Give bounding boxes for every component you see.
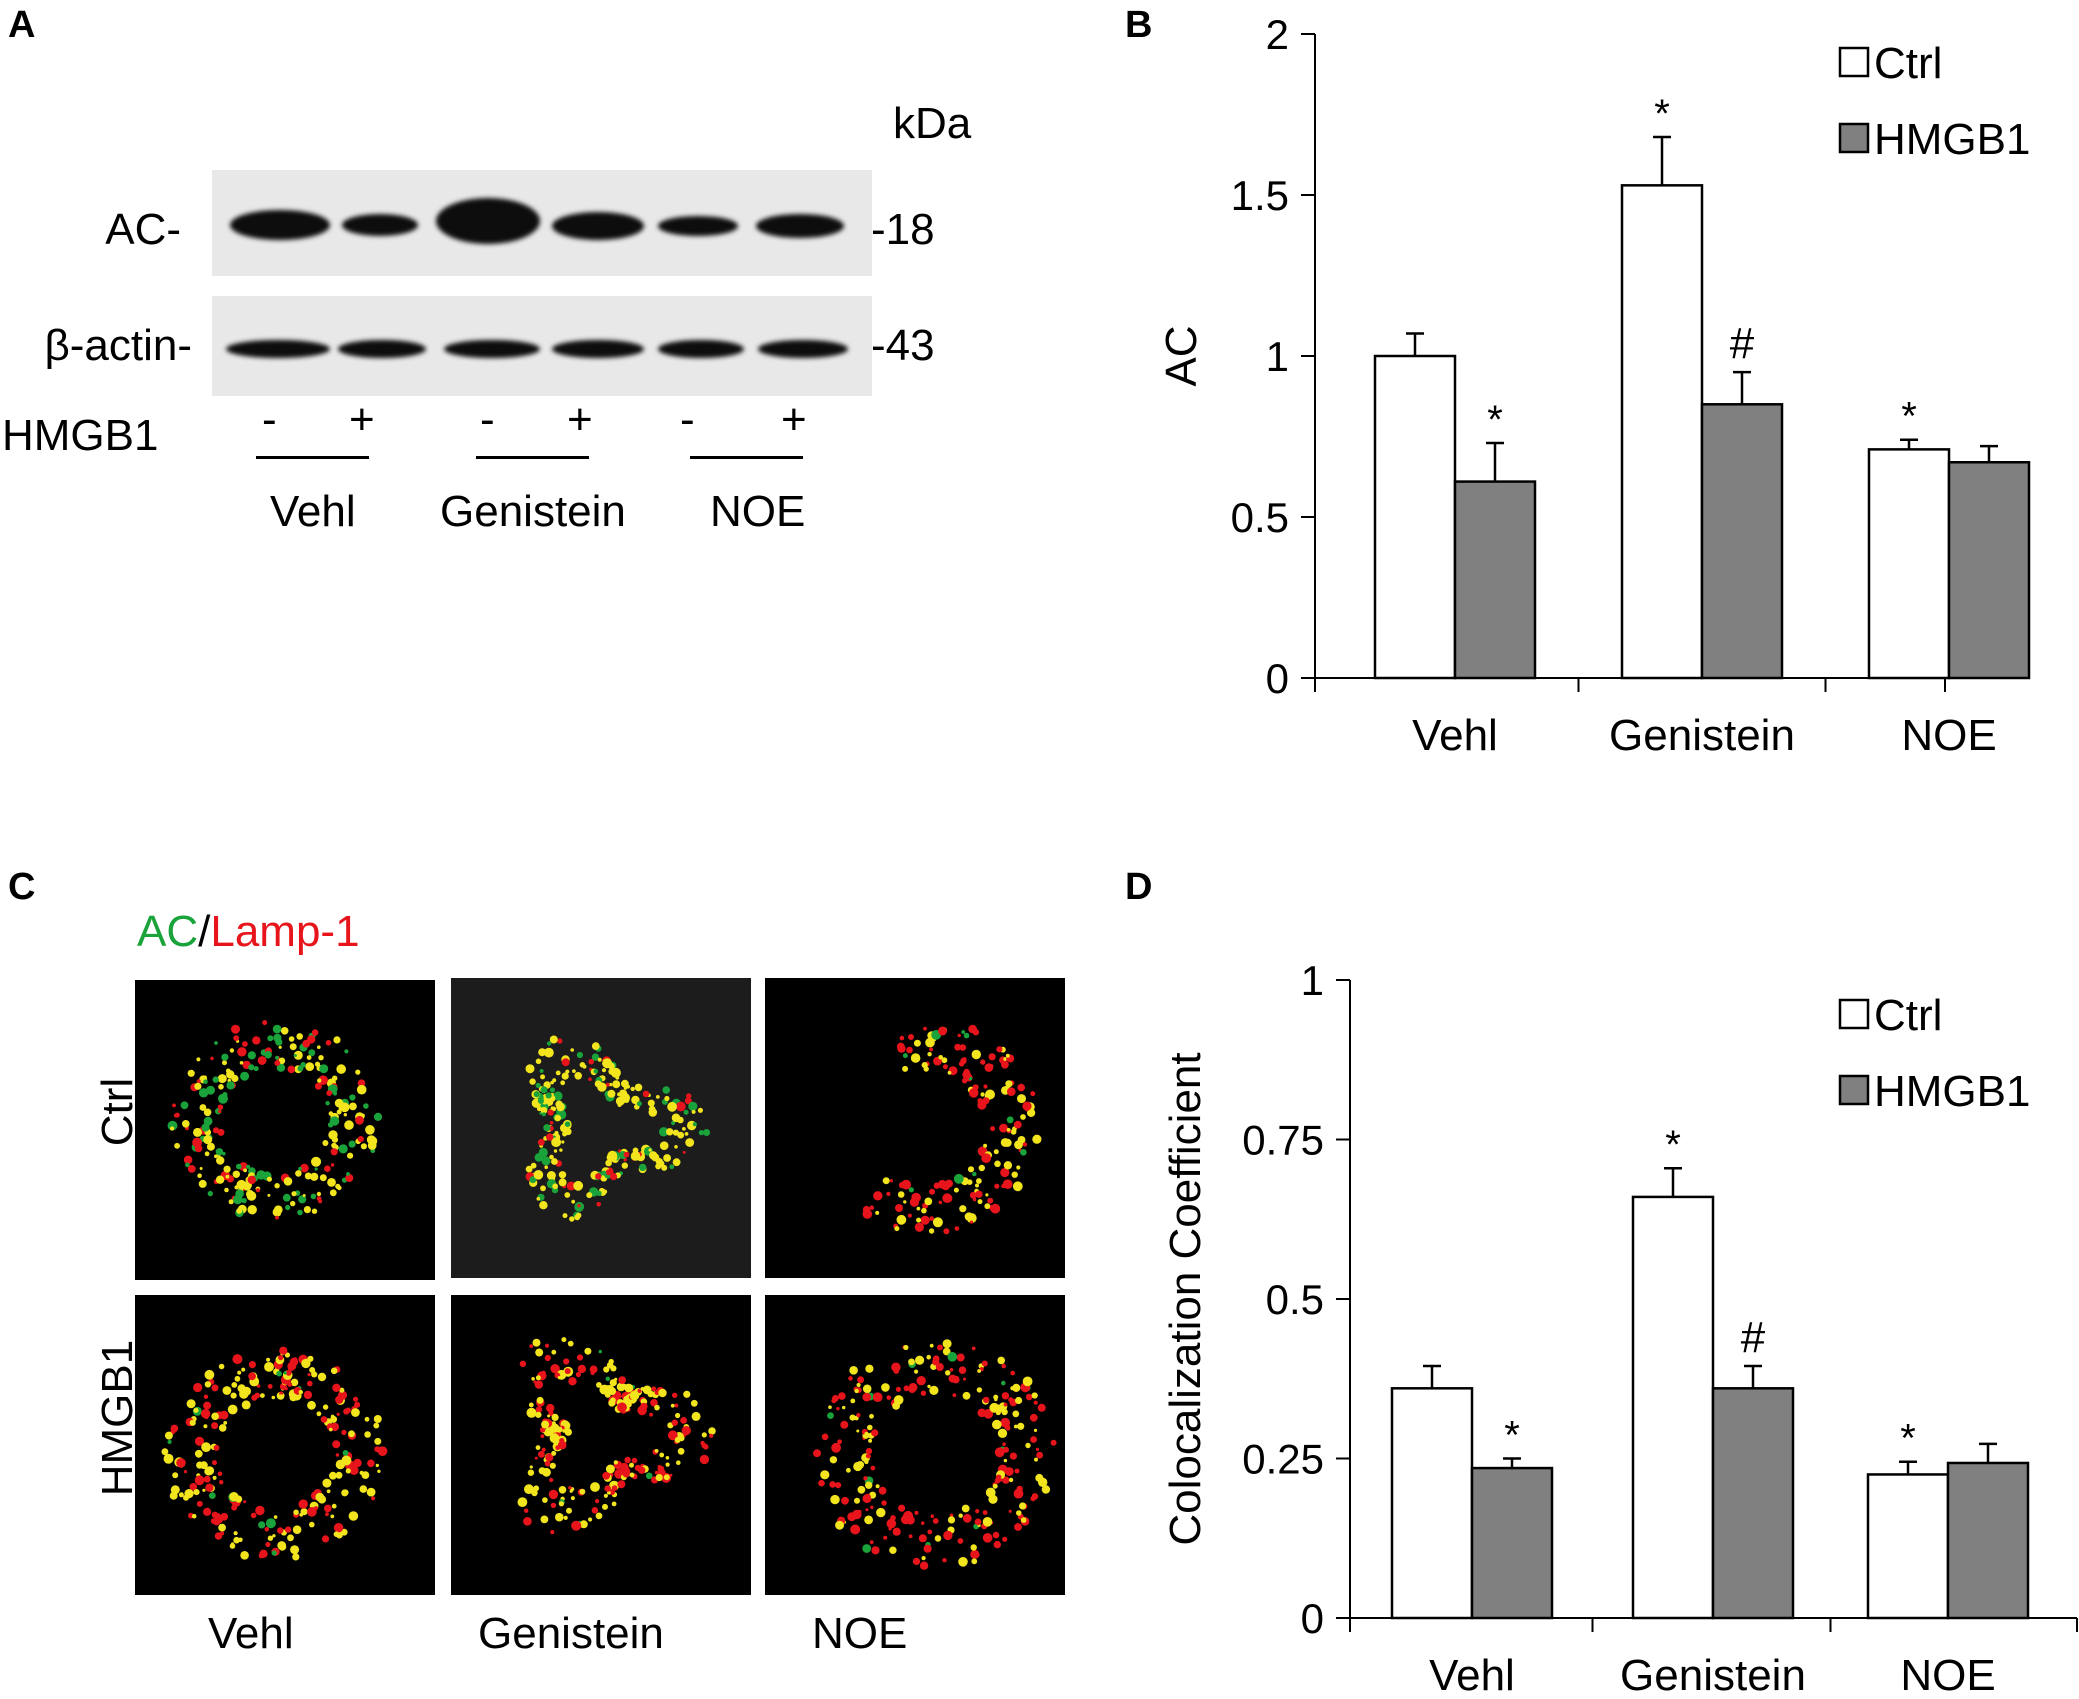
chart-b-significance-mark: * — [1487, 398, 1503, 442]
chart-d-legend-swatch-hmgb1 — [1838, 1074, 1870, 1106]
panel-label-b: B — [1125, 4, 1153, 46]
image-ctrl-genistein — [451, 978, 751, 1278]
band-ac-4 — [552, 212, 644, 240]
chart-b-legend-swatch-hmgb1 — [1838, 122, 1870, 154]
band-actin-5 — [658, 340, 744, 358]
chart-b-x-tick-label: NOE — [1901, 711, 1996, 760]
chart-d-y-tick-label: 0.5 — [1266, 1276, 1324, 1323]
image-row-label-ctrl: Ctrl — [93, 1077, 142, 1147]
image-ctrl-noe — [765, 978, 1065, 1278]
chart-d-significance-mark: * — [1665, 1123, 1681, 1167]
chart-b-bar-ctrl-vehl — [1373, 354, 1457, 680]
kda-label: kDa — [893, 99, 972, 148]
chart-b-y-tick-label: 2 — [1266, 11, 1289, 58]
lane-sign-2: + — [349, 395, 375, 444]
lane-sign-3: - — [480, 395, 495, 444]
group-label-genistein: Genistein — [440, 487, 626, 536]
chart-d-legend-label-ctrl: Ctrl — [1874, 991, 1942, 1040]
band-actin-6 — [758, 340, 848, 358]
blot-row-label-ac: AC- — [105, 205, 181, 254]
channel-legend: AC/Lamp-1 — [137, 910, 360, 954]
chart-d-significance-mark: * — [1900, 1417, 1916, 1461]
image-ctrl-vehl — [135, 980, 435, 1280]
chart-d-bar-hmgb1-vehl — [1470, 1466, 1554, 1620]
blot-strip-ac — [212, 170, 872, 276]
chart-b-legend-swatch-ctrl — [1838, 46, 1870, 78]
chart-b-legend-label-ctrl: Ctrl — [1874, 39, 1942, 88]
channel-green-label: AC — [137, 907, 199, 956]
chart-b-y-axis-label: AC — [1157, 325, 1206, 386]
band-actin-2 — [338, 340, 426, 358]
band-actin-3 — [444, 340, 540, 358]
group-label-vehl: Vehl — [270, 487, 356, 536]
chart-b-bar-hmgb1-vehl — [1453, 480, 1537, 680]
band-actin-1 — [226, 340, 330, 358]
lane-sign-4: + — [567, 395, 593, 444]
band-actin-4 — [552, 340, 644, 358]
hmgb1-row-label: HMGB1 — [2, 411, 159, 460]
lane-sign-5: - — [680, 395, 695, 444]
panel-label-d: D — [1125, 866, 1153, 908]
chart-b-bar-hmgb1-genistein — [1700, 403, 1784, 680]
chart-b-x-tick-label: Genistein — [1609, 711, 1795, 760]
chart-b-y-tick-label: 0.5 — [1231, 494, 1289, 541]
chart-b-y-tick-label: 1 — [1266, 333, 1289, 380]
chart-d-legend-label-hmgb1: HMGB1 — [1874, 1067, 2030, 1116]
chart-d-significance-mark: * — [1504, 1414, 1520, 1458]
chart-d-y-tick-label: 1 — [1301, 957, 1324, 1004]
band-ac-3 — [436, 198, 540, 244]
group-underline-genistein — [476, 456, 589, 459]
chart-d-y-tick-label: 0 — [1301, 1595, 1324, 1642]
band-ac-1 — [230, 210, 330, 240]
chart-b-bar-hmgb1-noe — [1947, 461, 2031, 680]
lane-sign-6: + — [781, 395, 807, 444]
band-ac-6 — [756, 214, 844, 238]
chart-b-y-tick-label: 1.5 — [1231, 172, 1289, 219]
image-hmgb1-vehl — [135, 1295, 435, 1595]
blot-row-label-actin: β-actin- — [44, 321, 192, 370]
chart-d-x-tick-label: NOE — [1900, 1651, 1995, 1699]
chart-ac-levels: 0 0.5 1 1.5 2 Vehl Genistein NOE AC * * * # Ctrl HMGB1 — [1157, 11, 2031, 760]
channel-separator: / — [198, 907, 211, 956]
image-col-label-genistein: Genistein — [478, 1609, 664, 1658]
blot-strip-actin — [212, 296, 872, 396]
image-row-label-hmgb1: HMGB1 — [93, 1339, 142, 1497]
lane-sign-1: - — [262, 395, 277, 444]
chart-d-y-tick-label: 0.75 — [1242, 1117, 1324, 1164]
chart-b-significance-mark: * — [1654, 92, 1670, 136]
chart-d-bar-ctrl-vehl — [1390, 1387, 1474, 1620]
group-label-noe: NOE — [710, 487, 806, 536]
chart-d-y-axis-label: Colocalization Coefficient — [1161, 1052, 1210, 1545]
chart-d-x-tick-label: Genistein — [1620, 1651, 1806, 1699]
chart-d-bar-ctrl-genistein — [1631, 1195, 1715, 1620]
chart-b-legend-label-hmgb1: HMGB1 — [1874, 115, 2030, 164]
chart-d-bar-hmgb1-noe — [1946, 1461, 2030, 1620]
image-hmgb1-noe — [765, 1295, 1065, 1595]
chart-d-y-tick-label: 0.25 — [1242, 1436, 1324, 1483]
chart-d-bar-ctrl-noe — [1866, 1473, 1950, 1620]
band-ac-2 — [342, 214, 418, 236]
chart-b-significance-mark: * — [1901, 395, 1917, 439]
band-ac-5 — [658, 216, 738, 236]
chart-d-legend-swatch-ctrl — [1838, 998, 1870, 1030]
panel-label-a: A — [8, 4, 36, 46]
chart-d-significance-mark: # — [1741, 1313, 1766, 1362]
group-underline-vehl — [256, 456, 369, 459]
chart-d-bar-hmgb1-genistein — [1711, 1387, 1795, 1620]
image-hmgb1-genistein — [451, 1295, 751, 1595]
chart-b-bar-ctrl-genistein — [1620, 184, 1704, 680]
chart-b-y-tick-label: 0 — [1266, 655, 1289, 702]
blot-marker-18: -18 — [871, 205, 935, 254]
blot-marker-43: -43 — [871, 321, 935, 370]
image-col-label-noe: NOE — [812, 1609, 908, 1658]
panel-label-c: C — [8, 866, 36, 908]
chart-b-significance-mark: # — [1730, 319, 1755, 368]
chart-colocalization: 0 0.25 0.5 0.75 1 Vehl Genistein NOE Colocalizat… — [1161, 957, 2078, 1699]
channel-red-label: Lamp-1 — [210, 907, 360, 956]
chart-d-x-tick-label: Vehl — [1429, 1651, 1515, 1699]
chart-b-x-tick-label: Vehl — [1412, 711, 1498, 760]
image-col-label-vehl: Vehl — [208, 1609, 294, 1658]
chart-b-bar-ctrl-noe — [1867, 448, 1951, 680]
group-underline-noe — [690, 456, 803, 459]
